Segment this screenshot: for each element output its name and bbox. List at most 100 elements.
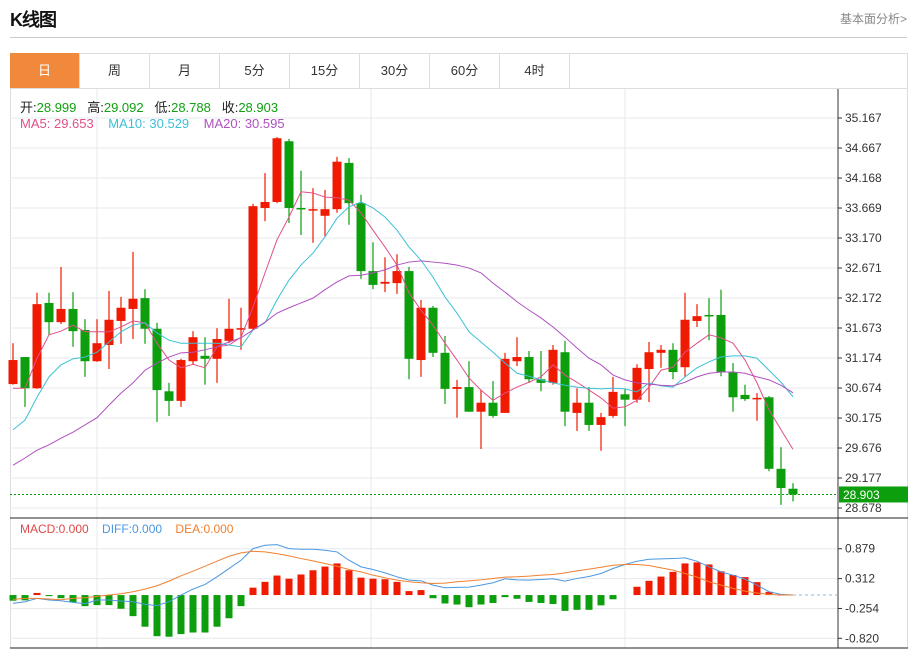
candle [728,372,738,398]
candle [104,319,114,346]
macd-bar [681,563,689,596]
macd-bar [57,595,65,599]
candle [404,271,414,359]
candle [128,298,138,309]
chart-frame [10,53,908,648]
tab-week[interactable]: 周 [80,53,150,88]
macd-bar [129,595,137,617]
macd-bar [513,595,521,599]
macd-bar [669,571,677,596]
candle [476,402,486,412]
macd-bar [225,595,233,619]
macd-label: MACD: [20,522,59,536]
macd-bar [753,582,761,596]
candle [692,316,702,321]
tab-5min[interactable]: 5分 [220,53,290,88]
candle [224,328,234,341]
macd-y-tick-label: -0.254 [845,601,879,615]
macd-bar [597,595,605,606]
y-tick-label: 32.172 [845,291,882,305]
candle [32,304,42,389]
candle [488,402,498,416]
ma-legend: MA5: 29.653 MA10: 30.529 MA20: 30.595 [20,116,285,131]
candle [296,207,306,210]
candle [572,402,582,413]
fundamental-analysis-link[interactable]: 基本面分析> [839,12,907,26]
ma5-value: 29.653 [53,116,94,131]
open-label: 开: [20,100,37,115]
ma10-label: MA10: [108,116,146,131]
candle [68,308,78,332]
close-label: 收: [221,100,239,115]
candle [272,138,282,202]
candle [20,357,30,389]
candle [176,360,186,401]
macd-bar [537,595,545,603]
candle [632,367,642,400]
macd-bar [549,595,557,605]
macd-bar [237,595,245,607]
macd-bar [177,595,185,635]
period-tabs: 日 周 月 5分 15分 30分 60分 4时 [10,53,908,89]
tab-15min[interactable]: 15分 [290,53,360,88]
macd-y-tick-label: 0.312 [845,572,875,586]
candle [164,391,174,401]
dea-value: 0.000 [203,522,234,536]
macd-bar [201,595,209,633]
dea-line [12,550,793,601]
macd-bar [525,595,533,602]
macd-bar [561,595,569,611]
dea-label: DEA: [175,522,204,536]
candle [56,308,66,323]
tab-30min[interactable]: 30分 [360,53,430,88]
macd-bar [405,591,413,596]
macd-bar [633,586,641,596]
macd-bar [609,595,617,600]
macd-bar [489,595,497,603]
macd-bar [213,595,221,627]
divider [10,37,907,38]
ohlc-readout: 开:28.999 高:29.092 低:28.788 收:28.903 [20,97,278,116]
macd-bar [741,577,749,596]
candle [416,307,426,361]
y-tick-label: 28.678 [845,501,882,515]
candle [680,319,690,368]
candle [248,206,258,329]
macd-bar [369,578,377,596]
open-value: 28.999 [36,100,77,115]
macd-bar [9,595,17,601]
macd-bar [501,595,509,598]
candle [116,307,126,321]
tab-60min[interactable]: 60分 [430,53,500,88]
macd-bar [573,595,581,610]
macd-bar [153,595,161,637]
macd-bar [357,577,365,596]
macd-bar [453,595,461,605]
ma10-value: 30.529 [149,116,190,131]
candle [788,488,798,495]
candle [8,360,18,385]
macd-bar [297,574,305,596]
macd-bar [165,595,173,637]
y-tick-label: 33.170 [845,231,882,245]
tab-month[interactable]: 月 [150,53,220,88]
tab-day[interactable]: 日 [10,53,80,88]
macd-bar [765,591,773,596]
macd-bar [381,579,389,596]
macd-bar [189,595,197,633]
macd-value: 0.000 [58,522,89,536]
macd-bar [585,595,593,610]
candle [536,379,546,383]
candle [44,302,54,323]
ma10-line [12,201,794,431]
candle [392,271,402,284]
candle [452,387,462,389]
macd-y-tick-label: -0.820 [845,631,879,645]
diff-label: DIFF: [102,522,133,536]
candle [332,161,342,210]
tab-4hour[interactable]: 4时 [500,53,570,88]
candle [704,314,714,317]
macd-bar [81,595,89,607]
macd-bar [141,595,149,627]
